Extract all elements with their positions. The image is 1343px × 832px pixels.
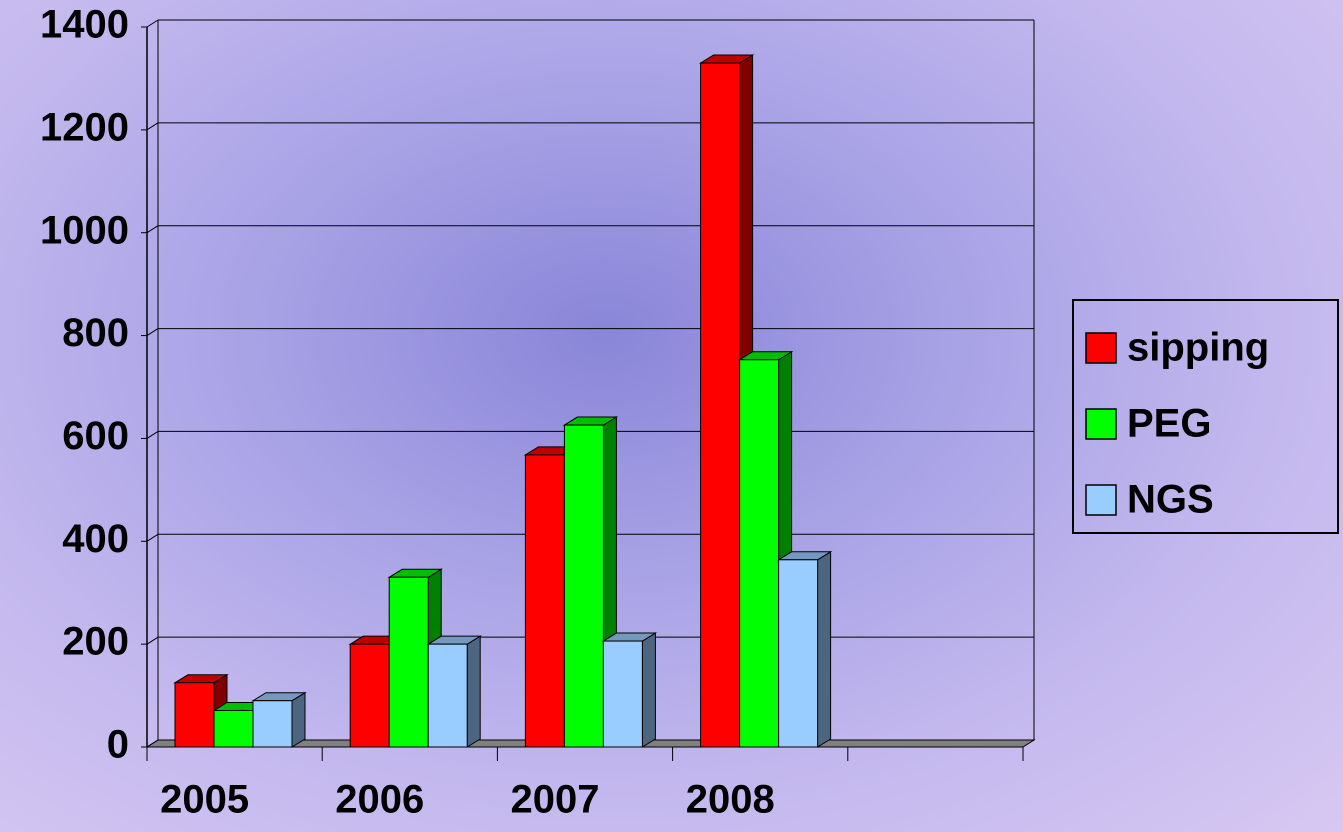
y-tick-label: 1200 [40,105,129,149]
bar [349,643,390,748]
grid-depth [146,636,159,645]
legend-swatch [1085,484,1117,516]
legend-label: sipping [1127,326,1269,370]
bar [739,359,780,748]
y-tick-label: 1000 [40,208,129,252]
bar [524,454,565,748]
bar-side [466,635,481,748]
legend-box [1072,299,1339,534]
legend-label: NGS [1127,478,1214,522]
bar-side [641,632,656,748]
bar [174,682,215,748]
bar [602,640,643,748]
x-tick-label: 2005 [160,778,249,822]
legend-swatch [1085,332,1117,364]
y-tick-label: 400 [62,517,129,561]
y-tick-label: 0 [107,723,129,767]
legend-swatch [1085,408,1117,440]
bar [252,700,293,748]
grid-depth [146,431,159,439]
x-tick-label: 2007 [511,778,600,822]
y-tick-label: 800 [62,311,129,355]
bar-side [817,550,832,748]
y-tick-label: 600 [62,414,129,458]
grid-depth [146,19,159,28]
grid-depth [146,225,159,234]
legend-label: PEG [1127,402,1211,446]
grid-depth [146,533,159,542]
grid-depth [146,328,159,336]
bar-side [291,691,306,748]
y-tick-label: 1400 [40,3,129,47]
grid-depth [146,739,159,748]
bar [563,424,604,748]
x-tick-label: 2008 [686,778,775,822]
bar [388,576,429,748]
y-tick-label: 200 [62,620,129,664]
bar [700,62,741,748]
bar [427,643,468,748]
x-tick-label: 2006 [335,778,424,822]
bar [213,709,254,748]
bar [778,559,819,748]
grid-depth [146,122,159,131]
